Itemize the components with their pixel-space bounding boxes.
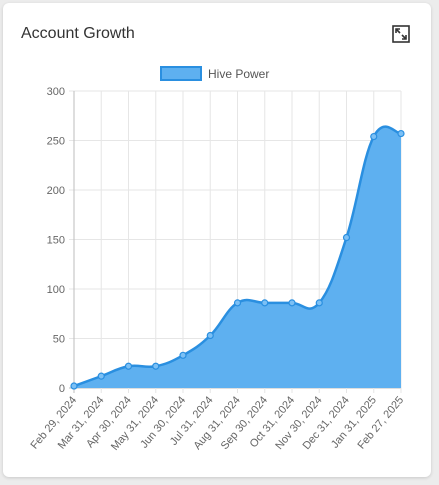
y-tick-label: 300 bbox=[47, 86, 65, 98]
data-point[interactable] bbox=[370, 132, 378, 141]
data-point[interactable] bbox=[342, 233, 351, 242]
data-point[interactable] bbox=[206, 331, 214, 340]
data-point[interactable] bbox=[261, 299, 269, 307]
data-point[interactable] bbox=[397, 129, 405, 138]
y-tick-label: 100 bbox=[47, 284, 65, 296]
data-point[interactable] bbox=[152, 362, 160, 370]
data-point[interactable] bbox=[97, 372, 105, 380]
card-title: Account Growth bbox=[21, 25, 135, 42]
y-tick-label: 50 bbox=[53, 334, 65, 346]
expand-icon[interactable] bbox=[392, 25, 410, 43]
legend-label[interactable]: Hive Power bbox=[208, 67, 269, 81]
y-tick-label: 200 bbox=[47, 185, 65, 197]
data-point[interactable] bbox=[70, 382, 78, 390]
data-point[interactable] bbox=[233, 299, 242, 307]
y-tick-label: 150 bbox=[47, 235, 65, 247]
data-point[interactable] bbox=[315, 299, 323, 307]
y-tick-label: 0 bbox=[59, 383, 65, 395]
y-tick-label: 250 bbox=[47, 136, 65, 148]
series-area-hive-power bbox=[74, 126, 401, 388]
data-point[interactable] bbox=[179, 351, 187, 359]
legend-swatch bbox=[160, 66, 202, 81]
data-point[interactable] bbox=[288, 299, 296, 307]
data-point[interactable] bbox=[124, 362, 133, 370]
